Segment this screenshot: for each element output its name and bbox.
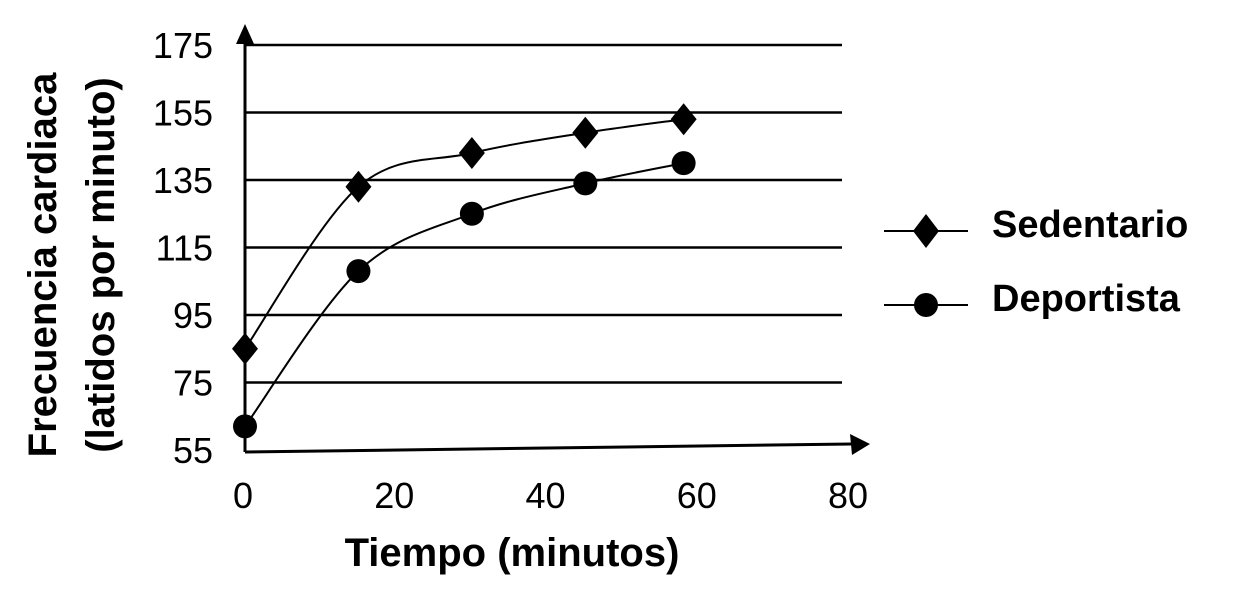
point-deportista-1 <box>346 259 371 284</box>
legend-circle-icon <box>914 293 938 317</box>
x-tick-labels: 0 20 40 60 80 <box>233 475 868 516</box>
x-tick-60: 60 <box>677 475 717 516</box>
point-deportista-2 <box>459 201 484 226</box>
y-axis-title: Frecuencia cardiaca (latidos por minuto) <box>21 72 123 457</box>
series-line-sedentario <box>244 118 684 350</box>
series-line-deportista <box>244 162 684 427</box>
x-tick-20: 20 <box>374 475 414 516</box>
x-axis-arrow <box>850 434 870 455</box>
x-axis <box>244 442 853 454</box>
legend: Sedentario Deportista <box>884 204 1188 320</box>
gridlines <box>245 43 842 384</box>
y-axis-title-line2: (latidos por minuto) <box>79 77 123 453</box>
legend-item-sedentario: Sedentario <box>884 204 1188 248</box>
y-tick-135: 135 <box>153 160 213 201</box>
y-tick-115: 115 <box>156 228 213 269</box>
legend-label-sedentario: Sedentario <box>992 204 1188 246</box>
point-sedentario-3 <box>572 116 599 149</box>
point-sedentario-2 <box>458 137 485 169</box>
series-deportista <box>233 151 696 439</box>
x-axis-title: Tiempo (minutos) <box>345 531 680 575</box>
x-tick-80: 80 <box>828 475 868 516</box>
y-axis-title-line1: Frecuencia cardiaca <box>21 72 65 457</box>
legend-label-deportista: Deportista <box>992 278 1181 320</box>
y-axis-arrow <box>236 24 254 44</box>
y-tick-labels: 55 75 95 115 135 155 175 <box>153 25 213 471</box>
y-tick-55: 55 <box>173 430 213 471</box>
point-deportista-4 <box>671 151 696 176</box>
legend-item-deportista: Deportista <box>884 278 1181 320</box>
x-tick-40: 40 <box>525 475 565 516</box>
x-tick-0: 0 <box>233 475 253 516</box>
series-sedentario <box>232 103 697 365</box>
point-sedentario-4 <box>670 103 697 136</box>
point-sedentario-1 <box>345 170 372 203</box>
point-sedentario-0 <box>232 332 258 365</box>
axes <box>236 24 870 455</box>
point-deportista-0 <box>233 414 257 439</box>
y-tick-75: 75 <box>173 363 213 404</box>
y-tick-155: 155 <box>153 93 213 134</box>
point-deportista-3 <box>573 171 598 196</box>
y-tick-95: 95 <box>173 295 213 336</box>
series-group <box>232 103 697 439</box>
legend-diamond-icon <box>913 214 939 248</box>
y-tick-175: 175 <box>153 25 213 66</box>
